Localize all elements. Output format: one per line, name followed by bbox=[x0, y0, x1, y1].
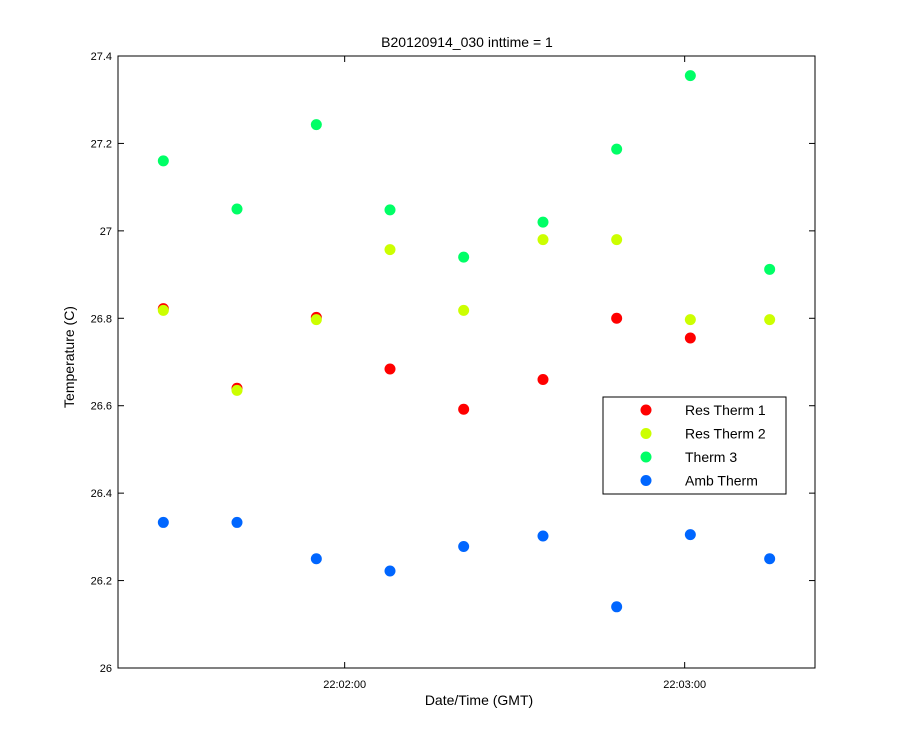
legend-box bbox=[602, 396, 787, 495]
plot-area bbox=[117, 55, 816, 669]
y-axis-title: Temperature (C) bbox=[61, 306, 77, 408]
data-point-series-1 bbox=[611, 312, 623, 324]
legend-label: Res Therm 1 bbox=[685, 402, 766, 418]
data-point-series-4 bbox=[231, 516, 243, 528]
data-point-series-2 bbox=[384, 244, 396, 256]
x-axis-title: Date/Time (GMT) bbox=[425, 692, 533, 708]
data-point-series-2 bbox=[157, 304, 169, 316]
data-point-series-3 bbox=[684, 70, 696, 82]
data-point-series-4 bbox=[384, 565, 396, 577]
y-tick-label: 26.6 bbox=[91, 401, 112, 413]
data-point-series-2 bbox=[611, 234, 623, 246]
legend-marker bbox=[640, 428, 652, 439]
data-point-series-4 bbox=[537, 530, 549, 542]
chart-title: B20120914_030 inttime = 1 bbox=[381, 34, 553, 50]
data-point-series-1 bbox=[384, 363, 396, 375]
y-axis: 26 26.2 26.4 26.6 26.8 27 27.2 27.4 bbox=[91, 51, 815, 675]
data-point-series-3 bbox=[231, 203, 243, 215]
legend: Res Therm 1 Res Therm 2 Therm 3 Amb Therm bbox=[602, 396, 787, 495]
data-point-series-4 bbox=[157, 516, 169, 528]
y-tick-label: 27.4 bbox=[91, 51, 112, 63]
data-point-series-2 bbox=[764, 314, 776, 326]
y-tick-label: 27 bbox=[100, 226, 112, 238]
data-point-series-4 bbox=[611, 601, 623, 613]
y-tick-label: 26.4 bbox=[91, 488, 112, 500]
data-point-series-3 bbox=[384, 204, 396, 216]
legend-marker bbox=[640, 451, 652, 463]
legend-marker bbox=[640, 404, 652, 416]
legend-label: Therm 3 bbox=[685, 449, 737, 465]
legend-label: Amb Therm bbox=[685, 473, 758, 489]
y-tick-label: 26 bbox=[100, 663, 112, 675]
y-tick-label: 26.8 bbox=[91, 313, 112, 325]
y-tick-label: 27.2 bbox=[91, 138, 112, 150]
data-point-series-3 bbox=[157, 155, 169, 167]
y-tick-label: 26.2 bbox=[91, 576, 112, 588]
legend-label: Res Therm 2 bbox=[685, 426, 766, 442]
data-point-series-4 bbox=[684, 529, 696, 541]
data-point-series-1 bbox=[537, 373, 549, 385]
data-point-series-2 bbox=[231, 384, 243, 396]
data-point-series-2 bbox=[537, 234, 549, 246]
data-point-series-3 bbox=[611, 143, 623, 155]
data-point-series-2 bbox=[684, 314, 696, 326]
data-point-series-2 bbox=[458, 304, 470, 316]
data-point-series-4 bbox=[764, 553, 776, 565]
data-points bbox=[157, 70, 776, 613]
data-point-series-1 bbox=[458, 403, 470, 415]
data-point-series-4 bbox=[458, 540, 470, 552]
data-point-series-2 bbox=[310, 314, 322, 326]
legend-marker bbox=[640, 475, 652, 486]
data-point-series-3 bbox=[458, 251, 470, 263]
x-tick-label: 22:02:00 bbox=[323, 679, 366, 691]
data-point-series-1 bbox=[684, 332, 696, 344]
x-axis: 22:02:00 22:03:00 bbox=[323, 56, 706, 691]
x-tick-label: 22:03:00 bbox=[663, 679, 706, 691]
data-point-series-3 bbox=[310, 119, 322, 131]
data-point-series-3 bbox=[764, 263, 776, 275]
data-point-series-3 bbox=[537, 216, 549, 228]
data-point-series-4 bbox=[310, 553, 322, 565]
